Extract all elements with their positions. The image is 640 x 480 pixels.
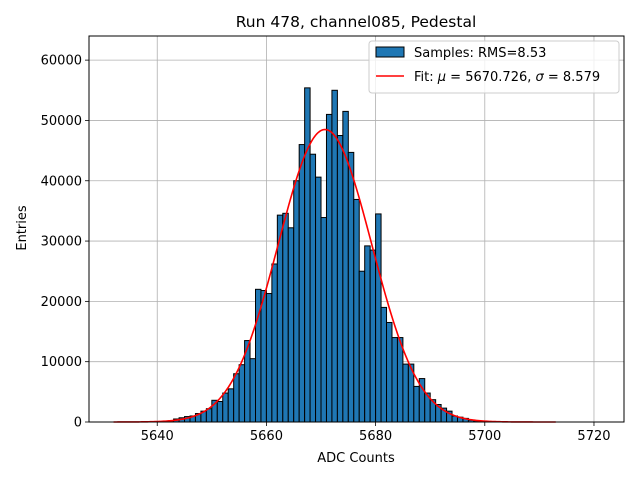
histogram-bar	[222, 392, 229, 423]
histogram-bar	[331, 89, 338, 423]
legend-fit-sigma-value: = 8.579	[544, 70, 600, 85]
y-axis-title: Entries	[15, 205, 30, 251]
histogram-bar	[413, 385, 420, 423]
legend-fit-mu-value: = 5670.726,	[446, 70, 535, 85]
histogram-bar	[304, 87, 311, 423]
histogram-bars	[167, 87, 486, 423]
legend-box	[368, 40, 620, 94]
x-axis-title: ADC Counts	[317, 451, 395, 466]
histogram-bar	[260, 290, 267, 423]
histogram-bar	[325, 113, 333, 423]
y-tick-label: 20000	[41, 295, 82, 310]
plot-frame	[88, 35, 625, 423]
gaussian-fit-line	[113, 128, 556, 423]
histogram-bar	[391, 337, 398, 423]
y-axis: 0 10000 20000 30000 40000 50000 60000	[41, 54, 89, 431]
histogram-bar	[380, 306, 388, 423]
histogram-bar	[386, 321, 393, 423]
x-tick-label: 5660	[250, 429, 283, 444]
y-tick-label: 0	[74, 416, 82, 431]
histogram-bar	[216, 400, 224, 423]
x-tick-label: 5700	[468, 429, 501, 444]
histogram-bar	[375, 213, 382, 423]
histogram-bar	[265, 293, 273, 423]
histogram-bar	[347, 151, 355, 423]
x-tick-label: 5640	[141, 429, 174, 444]
histogram-bar	[287, 227, 295, 423]
histogram-bar	[320, 217, 327, 423]
legend-histogram-swatch	[375, 46, 405, 58]
legend-fit-prefix: Fit:	[414, 70, 438, 85]
histogram-bar	[369, 249, 377, 423]
histogram-bar	[233, 373, 240, 423]
histogram-bar	[358, 270, 366, 423]
histogram-bar	[249, 358, 257, 423]
histogram-bar	[238, 364, 246, 423]
y-tick-label: 50000	[41, 114, 82, 129]
y-tick-label: 60000	[41, 54, 82, 69]
histogram-bar	[402, 363, 409, 423]
histogram-bar	[309, 153, 317, 423]
legend-fit-mu-symbol: μ	[437, 70, 446, 85]
legend-fit-label: Fit: μ = 5670.726, σ = 8.579	[414, 70, 600, 85]
chart-title: Run 478, channel085, Pedestal	[236, 13, 477, 31]
histogram-bar	[293, 180, 300, 423]
x-tick-label: 5720	[577, 429, 610, 444]
histogram-bar	[205, 408, 213, 423]
y-tick-label: 10000	[41, 355, 82, 370]
x-axis: 5640 5660 5680 5700 5720	[141, 422, 611, 444]
legend-histogram-label: Samples: RMS=8.53	[414, 46, 546, 61]
y-tick-label: 40000	[41, 174, 82, 189]
histogram-bar	[315, 176, 322, 423]
histogram-bar	[396, 337, 404, 423]
legend: Samples: RMS=8.53 Fit: μ = 5670.726, σ =…	[368, 40, 620, 94]
x-tick-label: 5680	[359, 429, 392, 444]
y-tick-label: 30000	[41, 235, 82, 250]
histogram-bar	[282, 212, 289, 423]
histogram-bar	[227, 388, 235, 423]
histogram-bar	[364, 245, 371, 423]
histogram-bar	[271, 263, 278, 423]
legend-fit-sigma-symbol: σ	[536, 70, 545, 85]
histogram-bar	[353, 198, 360, 423]
histogram-bar	[336, 135, 344, 423]
histogram-bar	[298, 144, 306, 423]
